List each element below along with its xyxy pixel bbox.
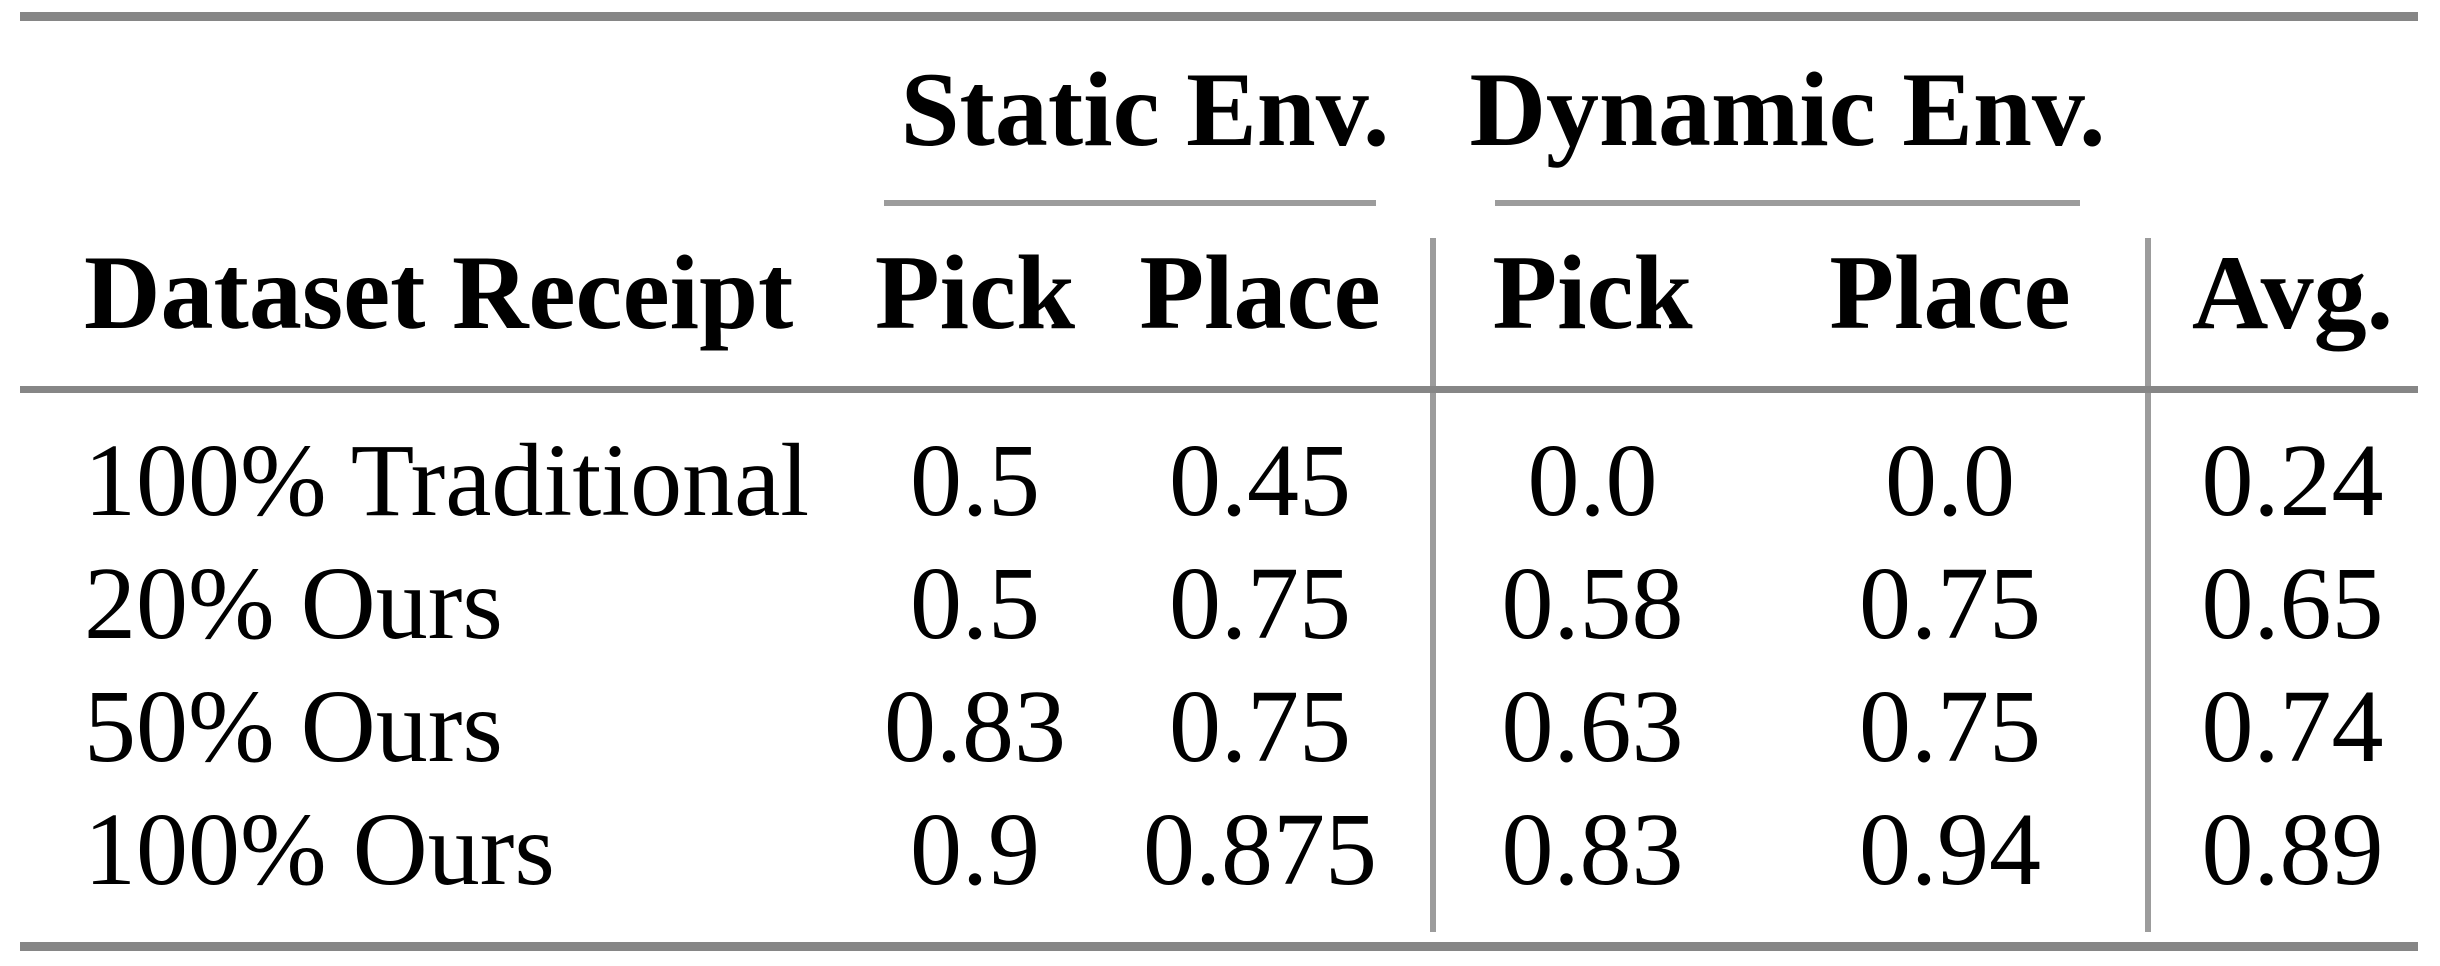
group-header-dynamic-env: Dynamic Env. bbox=[1469, 51, 2106, 169]
column-header-avg: Avg. bbox=[2191, 234, 2394, 352]
dynamic-env-cmidrule bbox=[1495, 200, 2080, 206]
column-header-static-place: Place bbox=[1139, 234, 1381, 352]
cell-dataset-label: 100% Ours bbox=[84, 792, 555, 908]
table-mid-rule bbox=[20, 386, 2418, 393]
cell-avg: 0.65 bbox=[2201, 546, 2384, 662]
cell-dynamic-place: 0.94 bbox=[1859, 792, 2041, 908]
column-header-dynamic-pick: Pick bbox=[1492, 234, 1693, 352]
cell-static-place: 0.45 bbox=[1169, 423, 1351, 539]
cell-avg: 0.74 bbox=[2201, 669, 2384, 785]
cell-dynamic-pick: 0.83 bbox=[1501, 792, 1684, 908]
column-header-dynamic-place: Place bbox=[1829, 234, 2071, 352]
cell-static-pick: 0.83 bbox=[884, 669, 1066, 785]
cell-static-pick: 0.9 bbox=[910, 792, 1040, 908]
cell-static-place: 0.875 bbox=[1143, 792, 1377, 908]
cell-dataset-label: 50% Ours bbox=[84, 669, 503, 785]
separator-static-dynamic bbox=[1430, 238, 1436, 932]
cell-dynamic-place: 0.75 bbox=[1859, 669, 2041, 785]
cell-avg: 0.89 bbox=[2201, 792, 2384, 908]
results-table: Static Env. Dynamic Env. Dataset Receipt… bbox=[70, 0, 2440, 942]
cell-dynamic-place: 0.75 bbox=[1859, 546, 2041, 662]
separator-avg bbox=[2145, 238, 2151, 932]
cell-static-place: 0.75 bbox=[1169, 546, 1351, 662]
cell-dynamic-pick: 0.58 bbox=[1501, 546, 1684, 662]
cell-static-pick: 0.5 bbox=[910, 423, 1040, 539]
empty-cell bbox=[70, 0, 860, 207]
table-top-rule bbox=[20, 12, 2418, 21]
empty-cell bbox=[2145, 0, 2440, 207]
cell-dynamic-place: 0.0 bbox=[1885, 423, 2015, 539]
cell-static-place: 0.75 bbox=[1169, 669, 1351, 785]
midrule-spacer bbox=[70, 394, 2440, 420]
cell-dynamic-pick: 0.0 bbox=[1527, 423, 1658, 539]
cell-dataset-label: 20% Ours bbox=[84, 546, 503, 662]
cell-dataset-label: 100% Traditional bbox=[84, 423, 810, 539]
cell-static-pick: 0.5 bbox=[910, 546, 1040, 662]
table-bottom-rule bbox=[20, 942, 2418, 951]
cell-avg: 0.24 bbox=[2201, 423, 2384, 539]
cell-dynamic-pick: 0.63 bbox=[1501, 669, 1684, 785]
column-header-static-pick: Pick bbox=[874, 234, 1076, 352]
static-env-cmidrule bbox=[884, 200, 1376, 206]
column-header-dataset-receipt: Dataset Receipt bbox=[84, 234, 794, 352]
group-header-static-env: Static Env. bbox=[900, 51, 1390, 169]
